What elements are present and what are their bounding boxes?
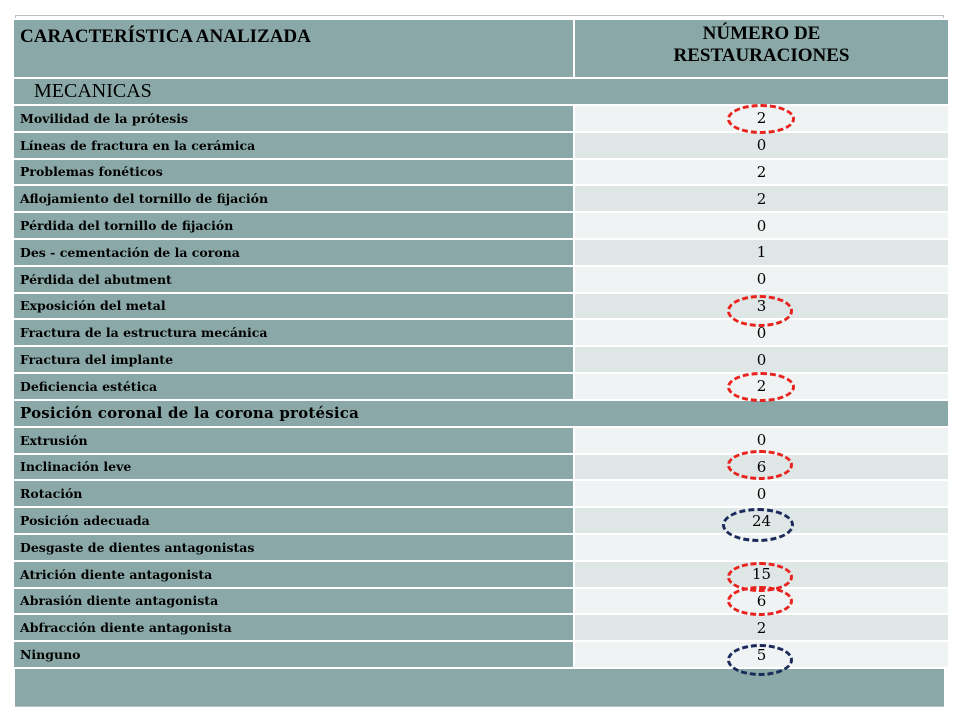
header-count-line1: NÚMERO DE xyxy=(702,23,821,44)
row-label: Exposición del metal xyxy=(12,291,575,321)
row-label: Pérdida del abutment xyxy=(12,264,575,294)
row-value: 3 xyxy=(573,291,950,321)
row-label: Abrasión diente antagonista xyxy=(12,586,575,616)
header-restorations-count: NÚMERO DE RESTAURACIONES xyxy=(573,18,950,79)
row-value: 0 xyxy=(573,318,950,348)
row-label: Ninguno xyxy=(12,640,575,669)
row-label: Deficiencia estética xyxy=(12,371,575,401)
row-label: Desgaste de dientes antagonistas xyxy=(12,532,575,562)
row-label: Líneas de fractura en la cerámica xyxy=(12,130,575,160)
row-value xyxy=(573,532,950,562)
table-row: Desgaste de dientes antagonistas xyxy=(12,532,950,562)
row-value: 0 xyxy=(573,130,950,160)
row-value: 1 xyxy=(573,237,950,267)
row-label: Fractura del implante xyxy=(12,345,575,374)
row-label: Fractura de la estructura mecánica xyxy=(12,318,575,348)
table-row: Líneas de fractura en la cerámica 0 xyxy=(12,130,950,160)
row-label: Inclinación leve xyxy=(12,452,575,482)
row-label: Des - cementación de la corona xyxy=(12,237,575,267)
row-value: 0 xyxy=(573,211,950,240)
table-row: Problemas fonéticos 2 xyxy=(12,157,950,187)
table-row: Inclinación leve 6 xyxy=(12,452,950,482)
row-value: 6 xyxy=(573,586,950,616)
footer-band xyxy=(15,668,944,706)
table-row: Abfracción diente antagonista 2 xyxy=(12,613,950,643)
row-label: Pérdida del tornillo de fijación xyxy=(12,211,575,240)
row-value: 0 xyxy=(573,479,950,509)
table-row: Pérdida del tornillo de fijación 0 xyxy=(12,211,950,240)
table-header-row: CARACTERÍSTICA ANALIZADA NÚMERO DE RESTA… xyxy=(12,18,950,79)
row-value: 0 xyxy=(573,345,950,374)
table-row: Extrusión 0 xyxy=(12,425,950,455)
table-row: Posición adecuada 24 xyxy=(12,506,950,535)
row-label: Problemas fonéticos xyxy=(12,157,575,187)
table-row: Atrición diente antagonista 15 xyxy=(12,559,950,589)
table-row: Pérdida del abutment 0 xyxy=(12,264,950,294)
row-label: Posición adecuada xyxy=(12,506,575,535)
row-value: 2 xyxy=(573,104,950,133)
row-value: 2 xyxy=(573,157,950,187)
table-row: Fractura del implante 0 xyxy=(12,345,950,374)
table-row: Rotación 0 xyxy=(12,479,950,509)
row-value: 2 xyxy=(573,371,950,401)
row-value: 2 xyxy=(573,613,950,643)
table-row: Exposición del metal 3 xyxy=(12,291,950,321)
row-value: 0 xyxy=(573,425,950,455)
table-row: Aflojamiento del tornillo de fijación 2 xyxy=(12,184,950,214)
row-value: 15 xyxy=(573,559,950,589)
table-row: Fractura de la estructura mecánica 0 xyxy=(12,318,950,348)
table-row: Movilidad de la prótesis 2 xyxy=(12,104,950,133)
row-value: 2 xyxy=(573,184,950,214)
section-row-mechanical: MECANICAS xyxy=(12,77,950,106)
row-value: 5 xyxy=(573,640,950,669)
row-label: Extrusión xyxy=(12,425,575,455)
section-title-mechanical: MECANICAS xyxy=(12,77,950,106)
row-value: 24 xyxy=(573,506,950,535)
table-row: Deficiencia estética 2 xyxy=(12,371,950,401)
table-row: Ninguno 5 xyxy=(12,640,950,669)
table-row: Abrasión diente antagonista 6 xyxy=(12,586,950,616)
row-label: Rotación xyxy=(12,479,575,509)
row-value: 6 xyxy=(573,452,950,482)
table-row: Des - cementación de la corona 1 xyxy=(12,237,950,267)
row-label: Abfracción diente antagonista xyxy=(12,613,575,643)
row-label: Aflojamiento del tornillo de fijación xyxy=(12,184,575,214)
restorations-table: CARACTERÍSTICA ANALIZADA NÚMERO DE RESTA… xyxy=(12,18,950,669)
row-label: Atrición diente antagonista xyxy=(12,559,575,589)
section-title-coronal-position: Posición coronal de la corona protésica xyxy=(12,398,950,428)
header-characteristic: CARACTERÍSTICA ANALIZADA xyxy=(12,18,575,79)
row-label: Movilidad de la prótesis xyxy=(12,104,575,133)
row-value: 0 xyxy=(573,264,950,294)
section-row-coronal-position: Posición coronal de la corona protésica xyxy=(12,398,950,428)
header-count-line2: RESTAURACIONES xyxy=(673,45,850,66)
